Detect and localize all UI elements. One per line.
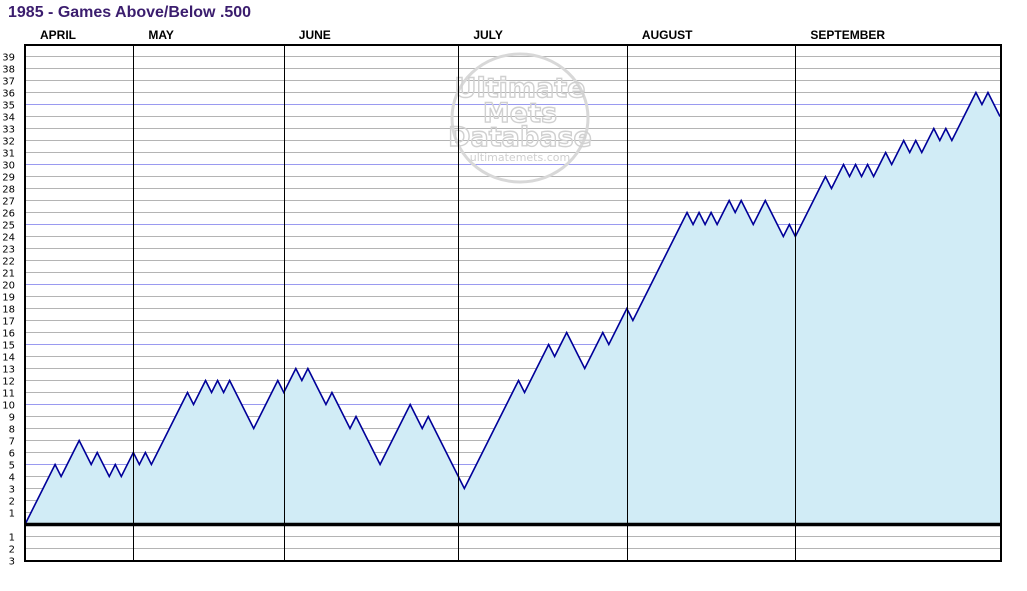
y-tick-label-above-24: 24 [2,233,15,244]
y-tick-label-above-9: 9 [9,413,15,424]
y-tick-label-below-3: 3 [9,557,15,568]
y-tick-label-above-38: 38 [2,65,15,76]
y-tick-label-above-25: 25 [2,221,15,232]
watermark-line3: Database [448,122,592,153]
y-tick-label-above-21: 21 [2,269,15,280]
series-line [24,90,1001,525]
y-tick-label-above-26: 26 [2,209,15,220]
y-tick-label-above-36: 36 [2,89,15,100]
month-label-september: SEPTEMBER [810,28,885,42]
y-tick-label-above-14: 14 [2,353,15,364]
y-tick-label-below-1: 1 [9,533,15,544]
y-tick-label-above-17: 17 [2,317,15,328]
y-tick-label-above-37: 37 [2,77,15,88]
y-tick-label-above-27: 27 [2,197,15,208]
y-tick-label-above-10: 10 [2,401,15,412]
month-labels: APRIL MAY JUNE JULY AUGUST SEPTEMBER [40,28,885,42]
month-label-april: APRIL [40,28,76,42]
y-tick-label-above-7: 7 [9,437,15,448]
y-tick-label-above-1: 1 [9,509,15,520]
y-tick-label-above-30: 30 [2,161,15,172]
y-tick-label-above-34: 34 [2,113,15,124]
month-label-june: JUNE [299,28,331,42]
month-dividers [25,45,1001,561]
y-tick-label-above-2: 2 [9,497,15,508]
y-tick-label-above-22: 22 [2,257,15,268]
y-tick-label-above-33: 33 [2,125,15,136]
y-tick-label-above-35: 35 [2,101,15,112]
month-label-august: AUGUST [642,28,693,42]
series-area [24,90,1001,525]
y-tick-label-above-12: 12 [2,377,15,388]
y-tick-label-above-20: 20 [2,281,15,292]
y-tick-label-above-19: 19 [2,293,15,304]
y-tick-labels: 1234567891011121314151617181920212223242… [2,53,15,568]
plot-border [24,44,1002,562]
chart-title: 1985 - Games Above/Below .500 [8,4,252,21]
watermark-logo: Ultimate Mets Database ultimatemets.com [447,52,593,184]
y-tick-label-above-29: 29 [2,173,15,184]
y-tick-label-above-18: 18 [2,305,15,316]
y-tick-label-above-16: 16 [2,329,15,340]
y-tick-label-below-2: 2 [9,545,15,556]
month-label-july: JULY [473,28,503,42]
y-tick-label-above-8: 8 [9,425,15,436]
y-tick-label-above-6: 6 [9,449,15,460]
plot-frame [24,44,1002,562]
y-tick-label-above-28: 28 [2,185,15,196]
watermark-line2: Mets [483,98,557,129]
watermark-line1: Ultimate [455,73,586,104]
month-label-may: MAY [148,28,174,42]
y-tick-label-above-15: 15 [2,341,15,352]
y-tick-label-above-4: 4 [9,473,15,484]
watermark-url: ultimatemets.com [470,151,570,164]
y-tick-label-above-39: 39 [2,53,15,64]
y-tick-label-above-31: 31 [2,149,15,160]
y-tick-label-above-5: 5 [9,461,15,472]
watermark-ellipse [450,52,590,184]
y-tick-label-above-23: 23 [2,245,15,256]
y-tick-label-above-32: 32 [2,137,15,148]
y-tick-label-above-13: 13 [2,365,15,376]
y-tick-label-above-3: 3 [9,485,15,496]
series-area-fill [25,92,1000,525]
y-tick-label-above-11: 11 [2,389,15,400]
